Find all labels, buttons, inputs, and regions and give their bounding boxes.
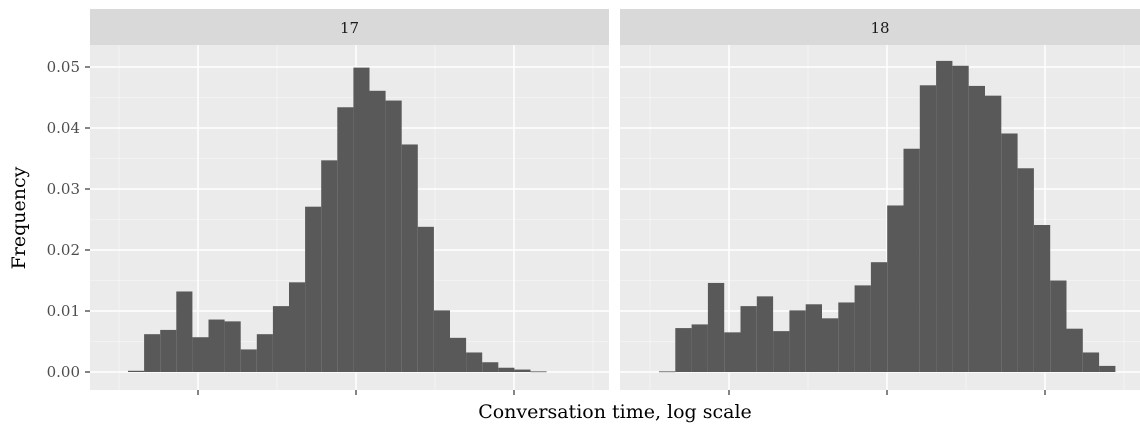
histogram-bar	[985, 95, 1002, 373]
histogram-bar	[128, 370, 145, 372]
histogram-bar	[903, 148, 920, 372]
histogram-bar	[514, 369, 531, 372]
histogram-bar	[305, 206, 322, 372]
histogram-bar	[822, 318, 839, 372]
histogram-bar	[805, 304, 822, 372]
histogram-bar	[691, 324, 708, 372]
histogram-bar	[659, 371, 676, 373]
histogram-bar	[1017, 168, 1034, 372]
histogram-bar	[887, 205, 904, 372]
y-tick-label: 0.02	[47, 241, 80, 259]
histogram-bar	[337, 107, 354, 372]
histogram-bar	[1066, 328, 1083, 372]
histogram-bar	[789, 310, 806, 372]
histogram-bar	[530, 371, 547, 373]
histogram-bar	[369, 90, 386, 372]
x-axis-title: Conversation time, log scale	[478, 401, 752, 423]
histogram-bar	[144, 334, 161, 372]
histogram-bar	[773, 331, 790, 372]
y-axis-title: Frequency	[8, 166, 30, 269]
panels: 17 18	[90, 9, 1140, 395]
histogram-bar	[675, 328, 692, 372]
histogram-bar	[1099, 365, 1116, 372]
histogram-bar	[919, 85, 937, 373]
histogram-bar	[289, 282, 306, 372]
histogram-bar	[353, 67, 370, 373]
y-axis: 0.00 0.01 0.02 0.03 0.04 0.05	[47, 58, 90, 381]
histogram-bar	[936, 60, 953, 373]
histogram-bar	[952, 65, 969, 372]
histogram-bar	[176, 291, 193, 372]
histogram-bar	[385, 100, 402, 373]
facet-panel-17: 17	[90, 9, 609, 395]
histogram-bar	[482, 362, 499, 372]
y-tick-label: 0.03	[47, 180, 80, 198]
histogram-bar	[401, 144, 418, 372]
histogram-bar	[272, 306, 289, 372]
facet-strip	[90, 9, 609, 45]
histogram-bar	[968, 85, 985, 372]
histogram-bar	[450, 337, 467, 372]
y-tick-label: 0.05	[47, 58, 80, 76]
facet-panel-18: 18	[620, 9, 1140, 395]
histogram-bar	[1033, 224, 1051, 372]
y-tick-label: 0.04	[47, 119, 80, 137]
histogram-bar	[433, 310, 450, 372]
histogram-bar	[756, 296, 774, 372]
histogram-bar	[1050, 280, 1067, 372]
facet-strip-label: 18	[870, 19, 889, 37]
histogram-bar	[740, 306, 757, 372]
histogram-bar	[208, 319, 225, 372]
histogram-bar	[256, 334, 273, 372]
histogram-bar	[1082, 352, 1100, 372]
histogram-bars	[659, 60, 1116, 373]
histogram-bar	[224, 321, 241, 372]
histogram-bar	[724, 332, 741, 372]
histogram-bar	[854, 285, 871, 372]
histogram-bar	[417, 226, 434, 372]
histogram-bar	[707, 282, 725, 372]
histogram-bar	[192, 337, 209, 372]
histogram-bar	[466, 352, 483, 372]
histogram-bars	[128, 67, 547, 373]
histogram-bar	[838, 302, 855, 372]
facet-strip-label: 17	[340, 19, 359, 37]
histogram-bar	[1001, 133, 1018, 372]
facet-strip	[620, 9, 1140, 45]
histogram-bar	[321, 160, 338, 372]
histogram-bar	[498, 367, 515, 372]
y-tick-label: 0.00	[47, 363, 80, 381]
histogram-bar	[240, 349, 257, 372]
y-tick-label: 0.01	[47, 302, 80, 320]
histogram-bar	[160, 329, 177, 372]
histogram-bar	[870, 262, 888, 372]
